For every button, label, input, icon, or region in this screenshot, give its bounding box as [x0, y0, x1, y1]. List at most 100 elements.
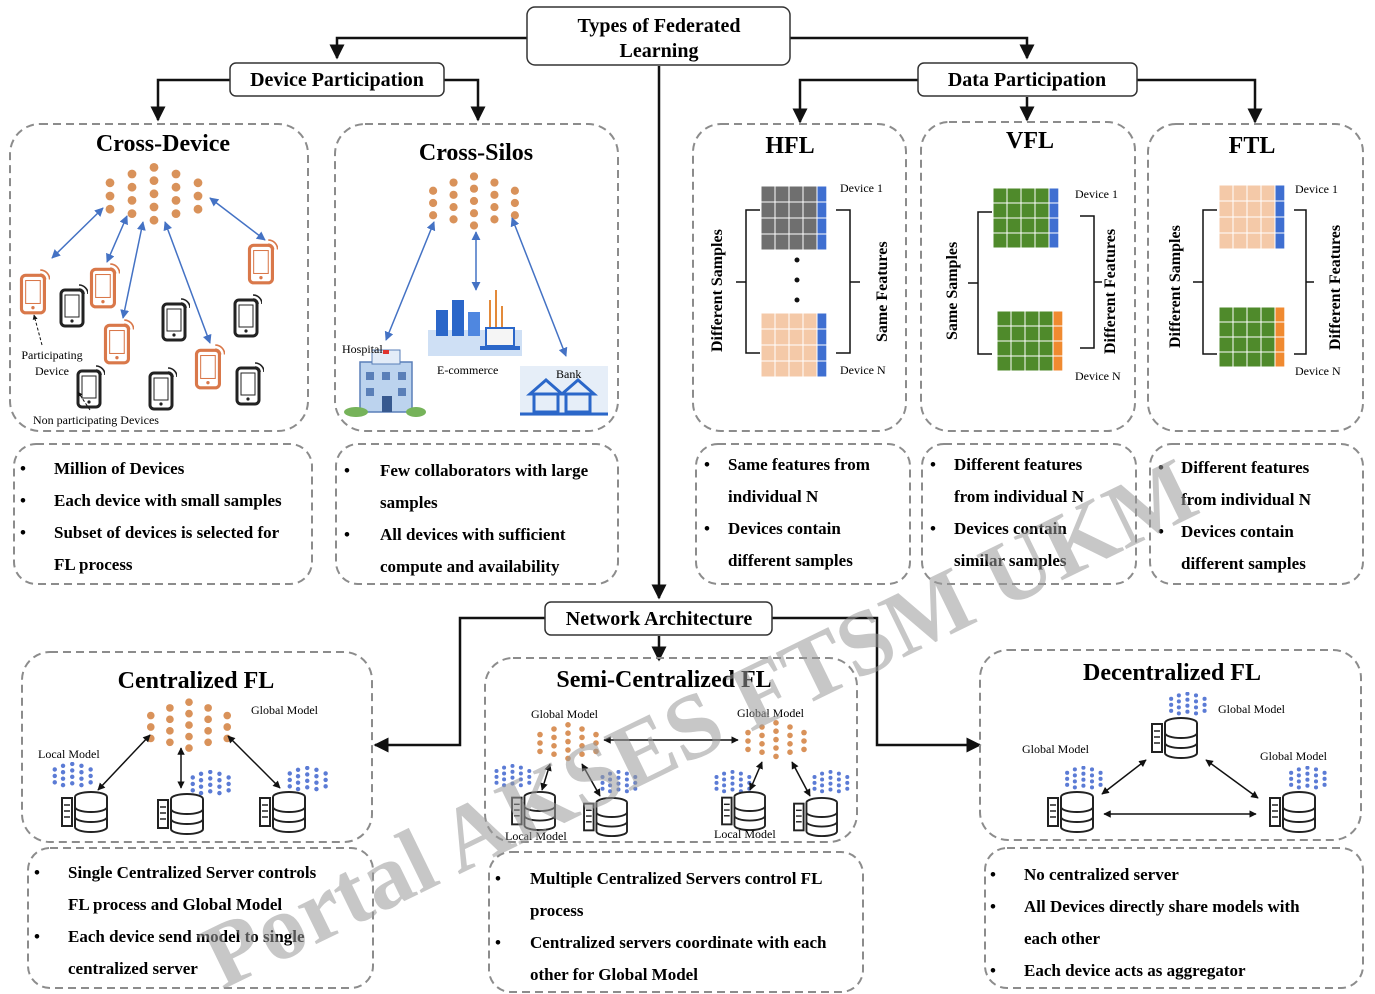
semi-centralized-panel: Semi-Centralized FL Global Model Global …	[484, 657, 858, 843]
server-icon	[157, 793, 204, 835]
vfl-device-n-grid	[996, 310, 1064, 372]
bullet-text: process	[530, 901, 584, 920]
bullet-text: All Devices directly share models with	[1024, 897, 1300, 916]
svg-text:•: •	[930, 519, 936, 538]
bullet-text: Centralized servers coordinate with each	[530, 933, 827, 952]
local-model-nn-icon	[1065, 766, 1103, 790]
hospital-icon	[344, 349, 426, 417]
network-architecture-box: Network Architecture	[544, 601, 773, 636]
svg-text:•: •	[34, 927, 40, 946]
vfl-device-1-grid	[992, 187, 1060, 249]
global-model-label: Global Model	[1022, 742, 1090, 756]
bullet-text: compute and availability	[380, 557, 560, 576]
title-line2: Learning	[620, 40, 699, 62]
ftl-panel: FTL Device 1 Device N Different Samples …	[1147, 123, 1364, 432]
hfl-device-1-label: Device 1	[840, 181, 883, 195]
bullet-text: other for Global Model	[530, 965, 698, 984]
semi-title: Semi-Centralized FL	[556, 667, 771, 693]
bullet-text: different samples	[1181, 554, 1306, 573]
cross-device-title: Cross-Device	[96, 131, 231, 157]
ftl-left-label: Different Samples	[1167, 225, 1184, 348]
bullet-text: FL process	[54, 555, 133, 574]
non-participating-label: Non participating Devices	[33, 413, 159, 427]
bullet-text: All devices with sufficient	[380, 525, 566, 544]
phone-icon	[19, 268, 50, 315]
cross-silos-panel: Cross-Silos Hospital E-commerce	[334, 123, 619, 432]
ecommerce-icon	[428, 290, 522, 356]
ftl-device-n-grid	[1218, 306, 1286, 368]
centralized-bullets: • Single Centralized Server controls FL …	[27, 847, 374, 989]
vfl-panel: VFL Device 1 Device N Same Samples Diffe…	[920, 121, 1136, 432]
ftl-device-1-grid	[1218, 184, 1286, 250]
local-model-nn-icon	[52, 762, 93, 788]
local-model-nn-icon	[714, 770, 752, 794]
hfl-device-n-grid	[760, 312, 828, 378]
global-model-label: Global Model	[1218, 702, 1286, 716]
global-model-label: Global Model	[251, 703, 319, 717]
svg-text:•: •	[344, 461, 350, 480]
local-model-nn-icon	[190, 770, 231, 796]
ftl-right-label: Different Features	[1327, 225, 1344, 350]
global-model-label: Global Model	[1260, 749, 1328, 763]
bullet-text: Few collaborators with large	[380, 461, 589, 480]
phone-icon	[233, 293, 262, 338]
title-line1: Types of Federated	[578, 15, 741, 37]
bullet-text: No centralized server	[1024, 865, 1179, 884]
device-participation-label: Device Participation	[250, 69, 424, 91]
phone-icon	[89, 262, 120, 309]
global-model-nn-icon	[105, 163, 203, 225]
svg-text:•: •	[20, 459, 26, 478]
svg-text:•: •	[1158, 458, 1164, 477]
bullet-text: samples	[380, 493, 438, 512]
server-icon	[1269, 791, 1316, 833]
bullet-text: Same features from	[728, 455, 870, 474]
vfl-left-label: Same Samples	[944, 242, 961, 340]
vfl-bullets: • Different features from individual N •…	[921, 443, 1137, 585]
hfl-panel: HFL Device 1 Device N Different Samples …	[692, 123, 907, 432]
network-architecture-label: Network Architecture	[566, 608, 753, 630]
hfl-bullets: • Same features from individual N • Devi…	[695, 443, 911, 585]
device-participation-box: Device Participation	[229, 62, 445, 97]
phone-icon	[76, 364, 105, 409]
bullet-text: Different features	[1181, 458, 1310, 477]
phone-icon	[103, 318, 134, 365]
data-participation-box: Data Participation	[917, 62, 1138, 97]
server-icon	[721, 790, 766, 832]
bullet-text: different samples	[728, 551, 853, 570]
bullet-text: from individual N	[1181, 490, 1312, 509]
local-model-nn-icon	[287, 766, 328, 792]
global-model-nn-icon	[429, 172, 519, 230]
hfl-left-label: Different Samples	[709, 229, 726, 352]
server-icon	[259, 791, 306, 833]
phone-icon	[235, 361, 264, 406]
bullet-text: Each device acts as aggregator	[1024, 961, 1246, 980]
svg-text:•: •	[704, 455, 710, 474]
bank-label: Bank	[556, 367, 581, 381]
vfl-title: VFL	[1006, 128, 1054, 154]
hospital-label: Hospital	[342, 342, 383, 356]
ftl-title: FTL	[1229, 133, 1276, 159]
vfl-right-label: Different Features	[1102, 229, 1119, 354]
bullet-text: similar samples	[954, 551, 1067, 570]
global-model-nn-icon	[146, 698, 232, 752]
ftl-bullets: • Different features from individual N •…	[1149, 443, 1364, 585]
svg-text:•: •	[1158, 522, 1164, 541]
bullet-text: Each device send model to single	[68, 927, 305, 946]
decentralized-panel: Decentralized FL Global Model Global Mod…	[979, 649, 1362, 841]
decentralized-bullets: • No centralized server • All Devices di…	[984, 847, 1364, 989]
svg-text:•: •	[20, 491, 26, 510]
bullet-text: centralized server	[68, 959, 198, 978]
ecommerce-label: E-commerce	[437, 363, 498, 377]
cross-device-panel: Cross-Device Participating Device Non pa…	[9, 123, 309, 432]
bullet-text: Different features	[954, 455, 1083, 474]
global-model-label: Global Model	[531, 707, 599, 721]
svg-text:•: •	[495, 933, 501, 952]
data-grids	[760, 184, 1286, 378]
bullet-text: Each device with small samples	[54, 491, 282, 510]
bank-icon	[520, 366, 608, 416]
vfl-device-1-label: Device 1	[1075, 187, 1118, 201]
svg-text:•: •	[930, 455, 936, 474]
svg-text:•: •	[34, 863, 40, 882]
svg-text:•: •	[704, 519, 710, 538]
